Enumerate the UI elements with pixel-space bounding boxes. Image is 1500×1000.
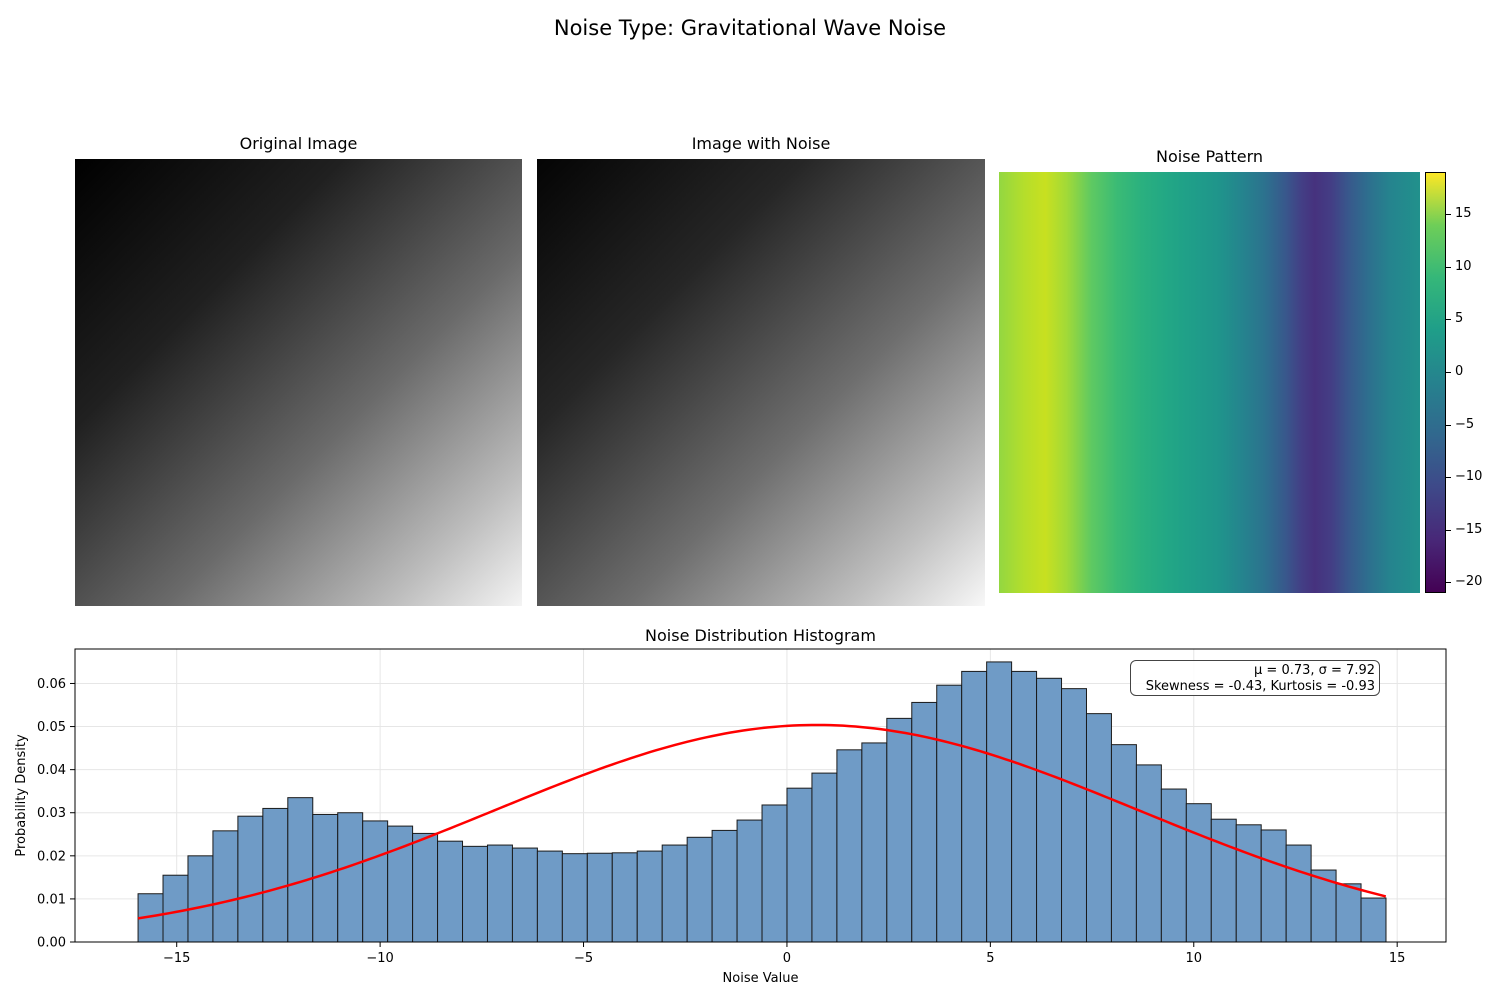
figure-title: Noise Type: Gravitational Wave Noise	[553, 16, 947, 40]
stats-line-1: μ = 0.73, σ = 7.92	[1254, 663, 1375, 678]
histogram-bar	[986, 661, 1013, 943]
colorbar-tick	[1446, 424, 1451, 426]
histogram-bar	[187, 855, 214, 943]
plot-frame	[74, 648, 1447, 943]
histogram-bar	[1260, 829, 1287, 943]
stats-line-2: Skewness = -0.43, Kurtosis = -0.93	[1145, 679, 1375, 694]
histogram-bar	[511, 847, 538, 943]
histogram-bar	[1210, 818, 1237, 943]
colorbar-tick	[1446, 529, 1451, 531]
histogram-bar	[1036, 677, 1063, 943]
y-tick-label: 0.06	[37, 677, 66, 692]
x-tick-label: −10	[366, 951, 393, 966]
x-tick-label: −5	[574, 951, 593, 966]
histogram-bar	[412, 832, 439, 943]
colorbar-tick-label: 5	[1455, 311, 1464, 327]
colorbar-tick	[1446, 266, 1451, 268]
histogram-bar	[561, 853, 588, 943]
colorbar-tick	[1446, 371, 1451, 373]
colorbar-tick-label: −10	[1455, 469, 1483, 485]
histogram-bar	[661, 844, 688, 943]
x-tick-label: 0	[783, 951, 791, 966]
histogram-bar	[836, 749, 863, 943]
histogram-bar	[761, 804, 788, 943]
colorbar-tick-label: 0	[1455, 363, 1464, 379]
y-tick-label: 0.02	[37, 849, 66, 864]
histogram-bar	[961, 670, 988, 943]
x-tick-label: 10	[1185, 951, 1202, 966]
histogram-bar	[936, 684, 963, 943]
y-tick-label: 0.05	[37, 720, 66, 735]
histogram-bar	[811, 772, 838, 943]
colorbar-tick	[1446, 477, 1451, 479]
colorbar-tick-label: 10	[1455, 258, 1472, 274]
y-tick-label: 0.00	[37, 936, 66, 951]
histogram-bar	[711, 829, 738, 943]
noise-pattern-title: Noise Pattern	[1155, 147, 1264, 166]
histogram-bar	[686, 836, 713, 943]
histogram-bar	[636, 850, 663, 943]
histogram-bar	[212, 830, 239, 943]
histogram-bar	[486, 844, 513, 943]
histogram-bar	[237, 815, 264, 943]
x-tick-label: 15	[1389, 951, 1406, 966]
colorbar	[1425, 172, 1446, 593]
histogram-bar	[1085, 713, 1112, 943]
histogram-bar	[162, 874, 189, 943]
colorbar-tick	[1446, 319, 1451, 321]
noisy-image	[537, 159, 985, 606]
histogram-bar	[911, 701, 938, 943]
stats-box: μ = 0.73, σ = 7.92 Skewness = -0.43, Kur…	[1130, 660, 1380, 696]
colorbar-tick	[1446, 582, 1451, 584]
x-tick-label: 5	[986, 951, 994, 966]
histogram-bar	[337, 812, 364, 943]
histogram-bar	[1135, 764, 1162, 943]
histogram-bar	[586, 852, 613, 943]
normal-fit-curve	[137, 723, 1387, 920]
colorbar-tick	[1446, 214, 1451, 216]
x-axis-label: Noise Value	[723, 971, 799, 986]
original-image	[75, 159, 522, 606]
histogram-bar	[287, 797, 314, 943]
colorbar-tick-label: 15	[1455, 206, 1472, 222]
colorbar-tick-label: −15	[1455, 521, 1483, 537]
histogram-bar	[1360, 897, 1387, 943]
histogram-bar	[861, 742, 888, 943]
y-axis-label: Probability Density	[14, 734, 29, 857]
histogram-title: Noise Distribution Histogram	[645, 626, 876, 645]
histogram-bar	[1061, 688, 1087, 943]
y-tick-label: 0.01	[37, 892, 66, 907]
histogram-bar	[1110, 744, 1137, 943]
histogram-bar	[1235, 824, 1262, 943]
histogram-bar	[437, 840, 464, 943]
histogram-bar	[1285, 844, 1312, 943]
y-tick-label: 0.04	[37, 763, 66, 778]
x-tick-label: −15	[163, 951, 190, 966]
histogram-bar	[312, 813, 339, 943]
histogram-bar	[262, 807, 289, 943]
histogram-bar	[536, 850, 563, 943]
colorbar-tick-label: −20	[1455, 574, 1483, 590]
histogram-bar	[1160, 788, 1187, 943]
histogram-bar	[362, 820, 389, 943]
original-image-title: Original Image	[239, 134, 358, 153]
histogram-bar	[611, 852, 638, 943]
histogram-bar	[1011, 670, 1038, 943]
histogram-bar	[886, 717, 913, 943]
histogram-bar	[786, 787, 813, 943]
colorbar-tick-label: −5	[1455, 416, 1475, 432]
histogram-bar	[736, 819, 763, 943]
histogram-bar	[462, 845, 488, 943]
histogram-bar	[1335, 883, 1362, 943]
noise-pattern-image	[999, 172, 1420, 593]
noisy-image-title: Image with Noise	[691, 134, 831, 153]
histogram-bar	[1185, 803, 1212, 943]
y-tick-label: 0.03	[37, 806, 66, 821]
